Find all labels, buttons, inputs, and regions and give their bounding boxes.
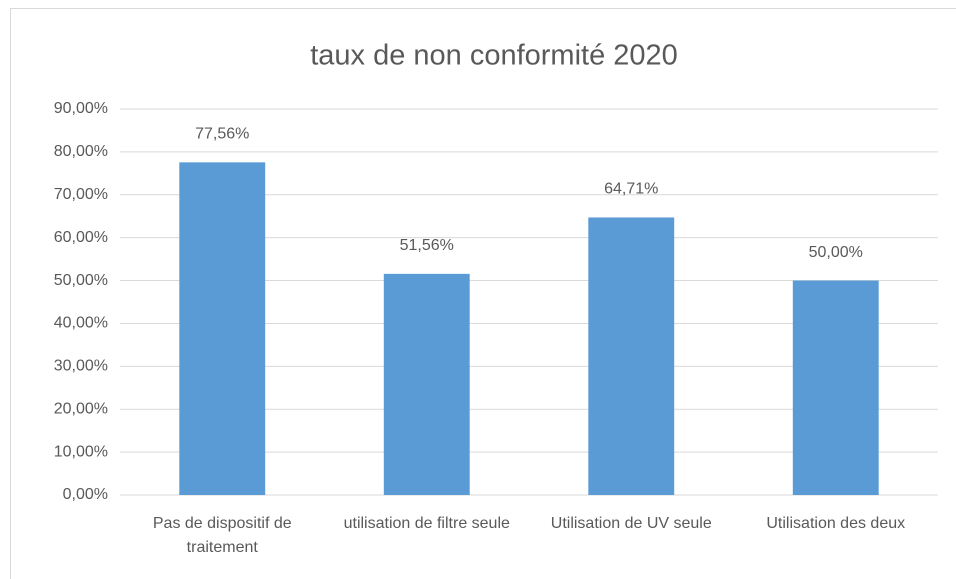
y-tick-label: 10,00%: [54, 443, 108, 460]
x-tick-label: Pas de dispositif de traitement: [152, 515, 292, 556]
y-tick-label: 40,00%: [54, 315, 108, 332]
y-tick-label: 20,00%: [54, 400, 108, 417]
y-tick-label: 80,00%: [54, 143, 108, 160]
bar: [383, 273, 470, 495]
bar: [588, 217, 675, 495]
y-tick-label: 0,00%: [63, 486, 108, 503]
y-tick-label: 70,00%: [54, 186, 108, 203]
y-tick-label: 90,00%: [54, 100, 108, 117]
x-tick-label: utilisation de filtre seule: [343, 515, 510, 532]
y-tick-label: 60,00%: [54, 229, 108, 246]
data-label: 64,71%: [604, 181, 658, 198]
bar: [179, 162, 266, 496]
data-label: 51,56%: [400, 237, 454, 254]
bar: [792, 280, 879, 495]
chart-title: taux de non conformité 2020: [310, 40, 678, 72]
x-tick-label: Utilisation de UV seule: [550, 515, 712, 532]
x-tick-label: Utilisation des deux: [766, 515, 906, 532]
data-label: 50,00%: [809, 244, 863, 261]
data-label: 77,56%: [195, 126, 249, 143]
y-tick-label: 50,00%: [54, 272, 108, 289]
y-tick-label: 30,00%: [54, 358, 108, 375]
